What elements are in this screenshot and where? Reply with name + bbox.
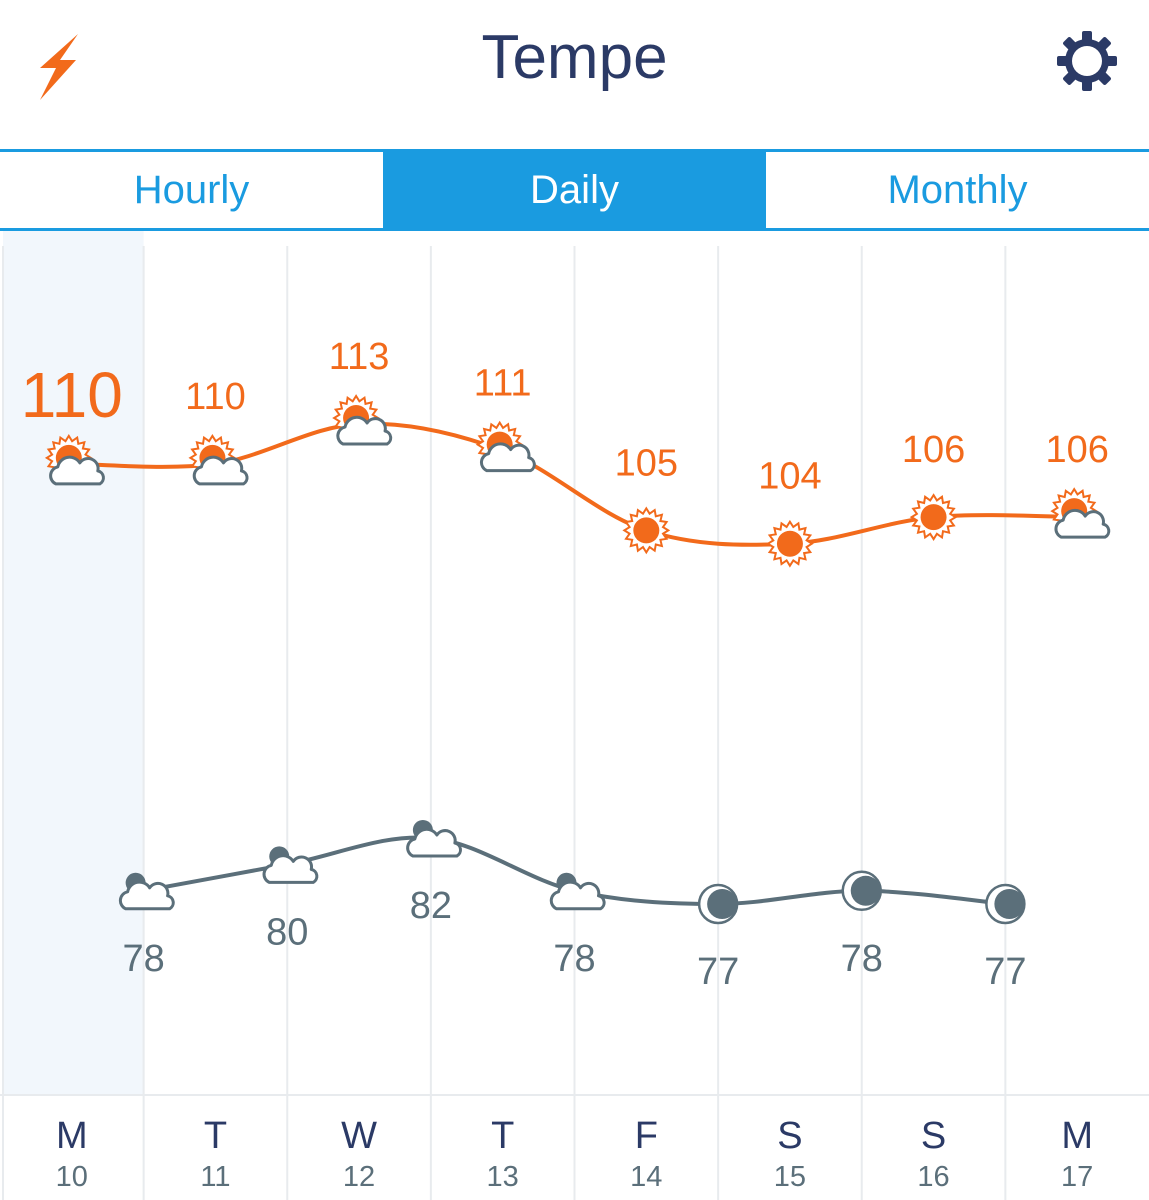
low-temp-label: 82 — [410, 885, 452, 927]
lightning-bolt-icon[interactable] — [36, 32, 84, 102]
clear-night-icon — [841, 870, 882, 912]
tab-monthly[interactable]: Monthly — [887, 167, 1028, 212]
partly-cloudy-day-icon — [475, 420, 536, 473]
high-temp-label: 111 — [474, 363, 532, 405]
day-column-4[interactable]: F 14 — [630, 1115, 662, 1193]
partly-cloudy-night-icon — [262, 846, 319, 884]
day-letter: W — [341, 1115, 377, 1157]
high-temp-label: 106 — [1045, 429, 1108, 471]
day-date: 15 — [774, 1161, 806, 1193]
day-date: 10 — [56, 1161, 88, 1193]
partly-cloudy-night-icon — [118, 872, 175, 911]
day-column-5[interactable]: S 15 — [774, 1115, 806, 1193]
tab-daily[interactable]: Daily — [383, 152, 766, 228]
today-highlight — [3, 231, 144, 1095]
day-date: 17 — [1061, 1161, 1093, 1193]
low-temp-label: 78 — [841, 938, 883, 980]
day-date: 14 — [630, 1161, 662, 1193]
partly-cloudy-day-icon — [188, 434, 249, 486]
day-date: 11 — [200, 1161, 230, 1193]
day-column-3[interactable]: T 13 — [487, 1115, 519, 1193]
day-letter: M — [56, 1115, 88, 1157]
day-column-2[interactable]: W 12 — [341, 1115, 377, 1193]
day-letter: F — [635, 1115, 658, 1157]
partly-cloudy-night-icon — [549, 872, 606, 911]
clear-night-icon — [985, 883, 1026, 925]
day-column-6[interactable]: S 16 — [917, 1115, 949, 1193]
high-temp-label: 106 — [902, 429, 965, 471]
view-tabs: Hourly Daily Monthly — [0, 149, 1149, 231]
sunny-icon — [765, 519, 814, 568]
day-letter: T — [491, 1115, 514, 1157]
high-temp-label: 110 — [185, 376, 246, 418]
header: Tempe — [0, 0, 1149, 150]
day-date: 13 — [487, 1161, 519, 1193]
clear-night-icon — [697, 883, 739, 925]
high-temp-label: 104 — [758, 456, 821, 498]
daily-forecast-chart: 110 110 113 111 105 104 106 106 78 80 82 78 77 78 77 M 1… — [0, 231, 1149, 1200]
partly-cloudy-day-icon — [44, 434, 105, 486]
sunny-icon — [909, 493, 958, 541]
partly-cloudy-day-icon — [1050, 487, 1111, 539]
day-date: 16 — [917, 1161, 949, 1193]
low-temp-label: 78 — [553, 938, 595, 980]
partly-cloudy-night-icon — [406, 820, 462, 858]
day-column-0[interactable]: M 10 — [56, 1115, 88, 1193]
day-column-1[interactable]: T 11 — [200, 1115, 230, 1193]
gear-icon[interactable] — [1056, 30, 1118, 92]
day-date: 12 — [343, 1161, 375, 1193]
day-letter: M — [1061, 1115, 1093, 1157]
high-temp-label: 105 — [615, 442, 678, 484]
day-letter: T — [204, 1115, 227, 1157]
tab-hourly[interactable]: Hourly — [133, 167, 250, 212]
day-column-7[interactable]: M 17 — [1061, 1115, 1093, 1193]
day-letter: S — [777, 1115, 802, 1157]
sunny-icon — [622, 506, 671, 555]
page-title: Tempe — [481, 23, 668, 92]
low-temp-label: 78 — [122, 938, 164, 980]
low-temp-label: 77 — [984, 951, 1026, 993]
low-temp-label: 80 — [266, 911, 308, 953]
high-temp-label: 110 — [21, 359, 123, 431]
partly-cloudy-day-icon — [332, 394, 393, 446]
high-temp-label: 113 — [329, 336, 390, 378]
low-temp-label: 77 — [697, 951, 739, 993]
day-letter: S — [921, 1115, 946, 1157]
